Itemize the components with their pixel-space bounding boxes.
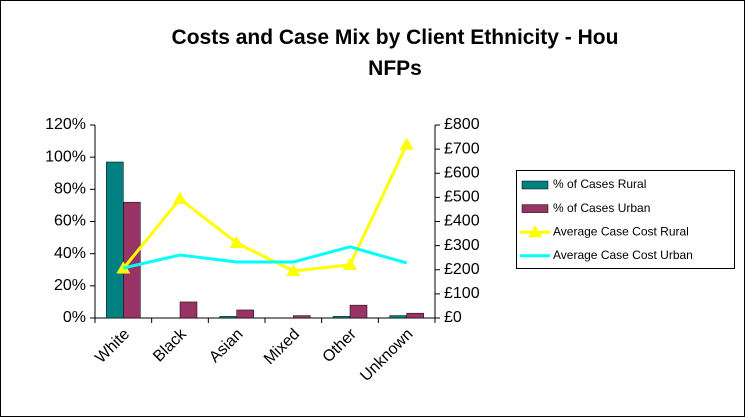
y2-tick-label: £100 bbox=[444, 285, 480, 302]
y-tick-label: 20% bbox=[54, 277, 86, 294]
y2-tick-label: £400 bbox=[444, 213, 480, 230]
bar bbox=[236, 309, 254, 319]
y2-tick-label: £0 bbox=[444, 309, 462, 326]
legend-label: Average Case Cost Urban bbox=[553, 248, 693, 262]
line-marker bbox=[399, 137, 414, 150]
line-marker bbox=[173, 191, 187, 204]
y-tick-label: 60% bbox=[54, 213, 86, 230]
y-tick-label: 80% bbox=[54, 181, 86, 198]
y2-tick-label: £300 bbox=[444, 237, 480, 254]
bar bbox=[349, 304, 368, 319]
bar bbox=[293, 315, 311, 319]
line-marker bbox=[343, 257, 357, 270]
line-marker bbox=[229, 235, 244, 248]
y-tick-label: 120% bbox=[45, 116, 86, 133]
legend-marker bbox=[528, 225, 542, 238]
legend-label: Average Case Cost Rural bbox=[553, 224, 689, 238]
line-series bbox=[122, 245, 408, 270]
bar bbox=[389, 315, 407, 319]
y2-tick-label: £200 bbox=[444, 261, 480, 278]
bar bbox=[219, 316, 237, 319]
line-series bbox=[122, 144, 409, 273]
y2-tick-label: £800 bbox=[444, 116, 480, 133]
bar bbox=[179, 301, 198, 319]
bar bbox=[106, 161, 124, 319]
legend-label: % of Cases Urban bbox=[553, 201, 650, 215]
legend-label: % of Cases Rural bbox=[553, 177, 646, 191]
bar bbox=[406, 312, 424, 319]
line-marker bbox=[286, 263, 301, 276]
y-tick-label: 0% bbox=[63, 309, 86, 326]
legend-swatch bbox=[521, 204, 549, 213]
y2-tick-label: £700 bbox=[444, 140, 480, 157]
y2-tick-label: £500 bbox=[444, 189, 480, 206]
legend-swatch bbox=[521, 180, 549, 190]
y2-tick-label: £600 bbox=[444, 164, 480, 181]
legend-box bbox=[516, 170, 735, 269]
chart-title: Costs and Case Mix by Client Ethnicity -… bbox=[171, 26, 619, 80]
y-tick-label: 100% bbox=[45, 148, 86, 165]
bar bbox=[332, 316, 351, 319]
y-tick-label: 40% bbox=[54, 245, 86, 262]
